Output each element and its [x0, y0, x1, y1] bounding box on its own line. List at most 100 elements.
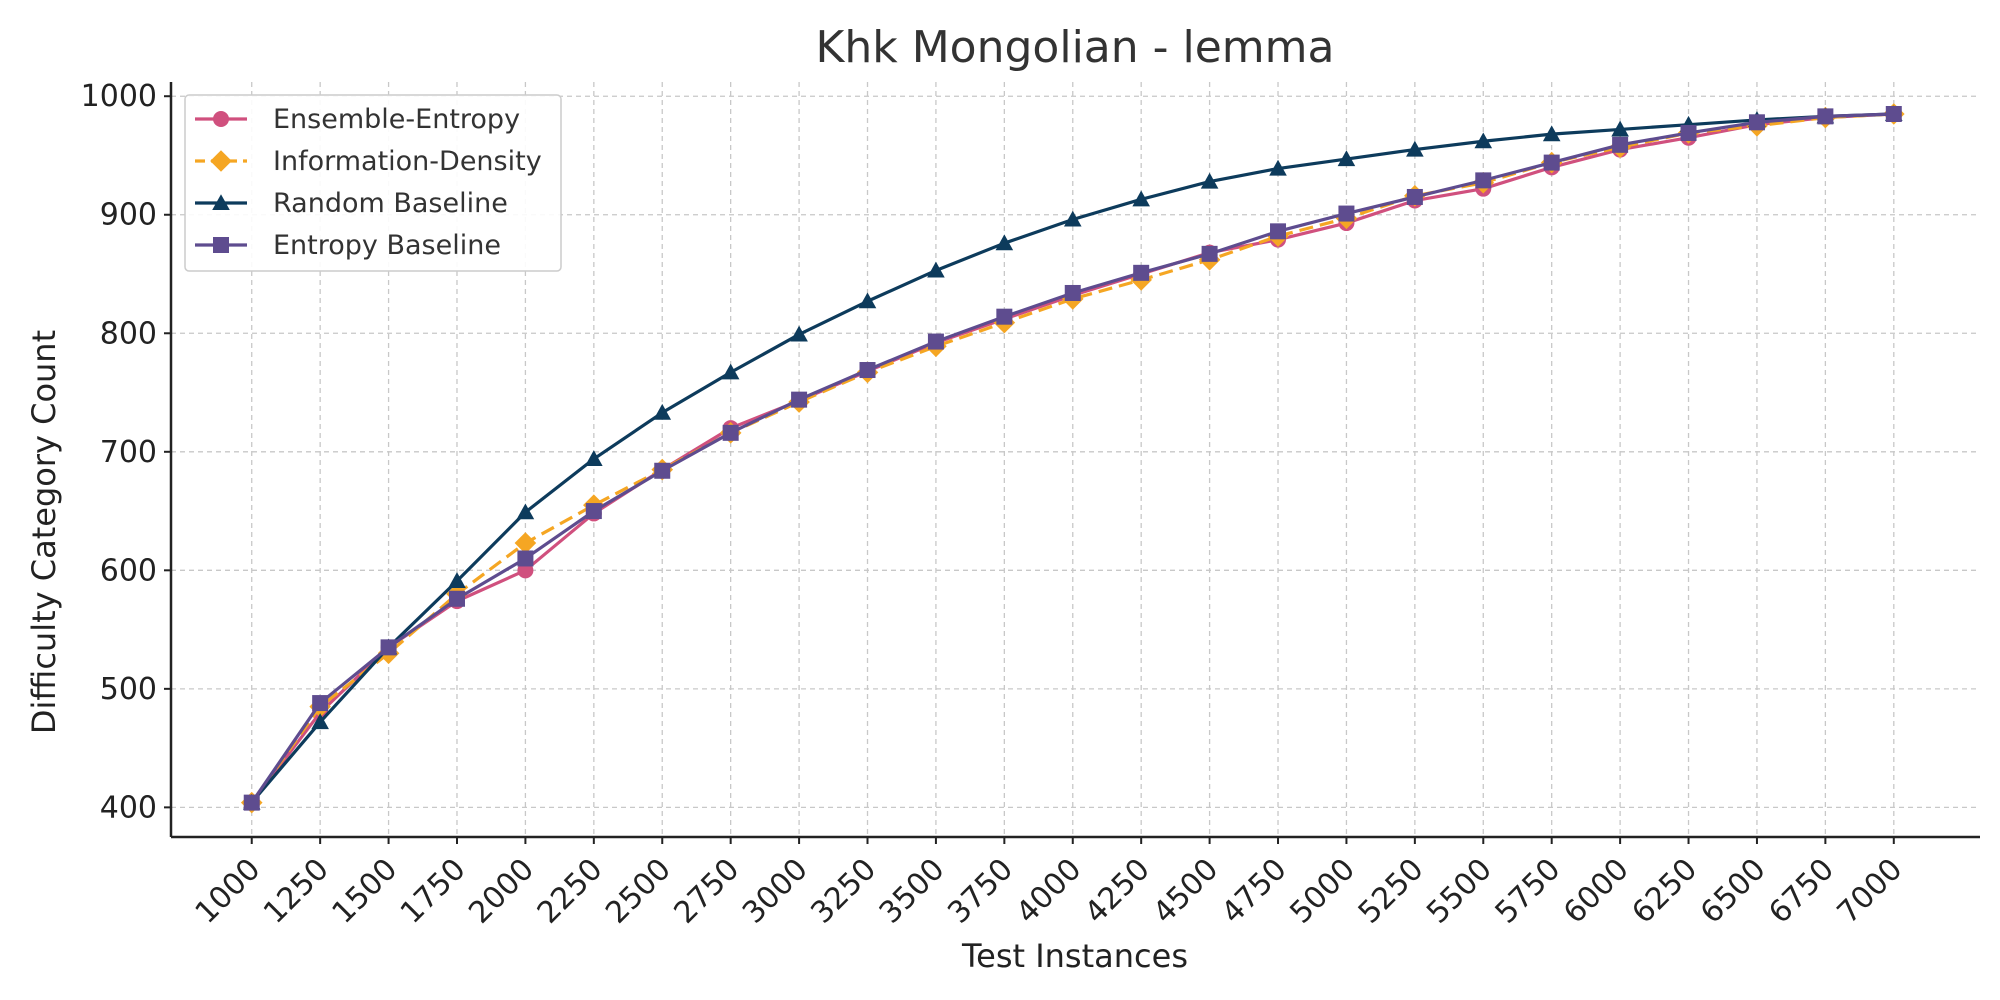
data-point: [790, 325, 808, 342]
data-point: [311, 713, 329, 730]
data-point: [448, 590, 465, 607]
data-point: [721, 363, 740, 380]
legend-marker: [212, 194, 230, 211]
data-point: [1406, 188, 1423, 205]
legend-label: Information-Density: [273, 146, 542, 177]
data-point: [995, 234, 1014, 251]
data-point: [380, 639, 397, 656]
x-tick-label: 4750: [1215, 852, 1294, 931]
x-tick-label: 2500: [599, 852, 678, 931]
data-point: [1543, 154, 1560, 171]
legend-label: Ensemble-Entropy: [273, 104, 520, 135]
data-point: [1612, 136, 1629, 153]
data-point: [1063, 210, 1082, 227]
y-tick-label: 700: [100, 435, 157, 470]
legend: Ensemble-Entropy Information-Density Rando…: [184, 94, 562, 272]
data-point: [1542, 125, 1561, 142]
data-point: [654, 462, 671, 479]
x-tick-label: 5250: [1352, 852, 1431, 931]
data-point: [858, 292, 877, 309]
legend-marker: [213, 237, 229, 253]
x-tick-label: 6000: [1557, 852, 1636, 931]
data-point: [653, 403, 672, 420]
x-tick-label: 1250: [257, 852, 336, 931]
data-point: [1133, 264, 1150, 281]
data-point: [1611, 120, 1629, 137]
x-tick-label: 4000: [1010, 852, 1089, 931]
x-tick-label: 6750: [1762, 852, 1841, 931]
data-point: [585, 503, 602, 520]
data-point: [996, 308, 1013, 325]
data-point: [1201, 245, 1218, 262]
data-point: [1064, 284, 1081, 301]
data-point: [312, 695, 329, 712]
data-point: [1200, 172, 1219, 189]
axes: [169, 82, 1980, 839]
data-point: [927, 333, 944, 350]
data-point: [1406, 140, 1424, 157]
x-tick-label: 1750: [394, 852, 473, 931]
data-point: [1270, 223, 1287, 240]
data-point: [448, 572, 466, 589]
data-point: [516, 503, 535, 520]
legend-item: Information-Density: [195, 146, 542, 177]
x-tick-label: 6500: [1694, 852, 1773, 931]
data-point: [1132, 190, 1150, 207]
data-point: [1680, 124, 1697, 141]
x-tick-label: 6250: [1625, 852, 1704, 931]
x-tick-label: 4500: [1147, 852, 1226, 931]
x-tick-label: 3750: [941, 852, 1020, 931]
x-tick-label: 5750: [1489, 852, 1568, 931]
legend-box: [184, 94, 562, 272]
y-tick-label: 500: [100, 672, 157, 707]
x-tick-label: 2750: [668, 852, 747, 931]
x-axis-label: Test Instances: [961, 937, 1188, 975]
x-tick-label: 5500: [1420, 852, 1499, 931]
y-axis-label: Difficulty Category Count: [25, 330, 63, 734]
data-point: [859, 362, 876, 379]
data-point: [585, 450, 603, 466]
data-point: [243, 794, 260, 811]
x-tick-label: 5000: [1283, 852, 1362, 931]
data-point: [1817, 108, 1834, 125]
data-point: [1338, 205, 1355, 222]
y-axis-ticks: 400 500 600 700 800 900 1000: [81, 79, 171, 825]
legend-item: Ensemble-Entropy: [195, 104, 520, 135]
x-axis-ticks: 1000125015001750200022502500275030003250…: [189, 837, 1910, 931]
x-tick-label: 4250: [1078, 852, 1157, 931]
y-tick-label: 900: [100, 198, 157, 233]
x-tick-label: 2250: [531, 852, 610, 931]
data-point: [514, 532, 537, 554]
data-point: [517, 550, 534, 567]
y-tick-label: 400: [100, 790, 157, 825]
y-tick-label: 600: [100, 553, 157, 588]
legend-marker: [213, 111, 229, 127]
x-tick-label: 2000: [462, 852, 541, 931]
legend-marker: [210, 150, 232, 172]
x-tick-label: 3500: [873, 852, 952, 931]
y-tick-label: 800: [100, 316, 157, 351]
x-tick-label: 3000: [736, 852, 815, 931]
data-point: [722, 424, 739, 441]
legend-item: Entropy Baseline: [195, 230, 501, 261]
data-point: [791, 391, 808, 408]
legend-item: Random Baseline: [195, 188, 508, 219]
legend-label: Entropy Baseline: [273, 230, 501, 261]
data-point: [1269, 159, 1287, 176]
data-point: [1474, 132, 1493, 149]
y-tick-label: 1000: [81, 79, 157, 114]
x-tick-label: 1000: [189, 852, 268, 931]
x-tick-label: 3250: [804, 852, 883, 931]
chart-title: Khk Mongolian - lemma: [816, 22, 1335, 73]
x-tick-label: 1500: [325, 852, 404, 931]
x-tick-label: 7000: [1831, 852, 1910, 931]
data-point: [1885, 106, 1902, 123]
data-point: [927, 261, 945, 278]
series-entropy-baseline: [243, 106, 1902, 811]
data-point: [1475, 172, 1492, 189]
series-lines: [240, 103, 1905, 814]
legend-label: Random Baseline: [273, 188, 508, 219]
data-point: [1748, 114, 1765, 131]
